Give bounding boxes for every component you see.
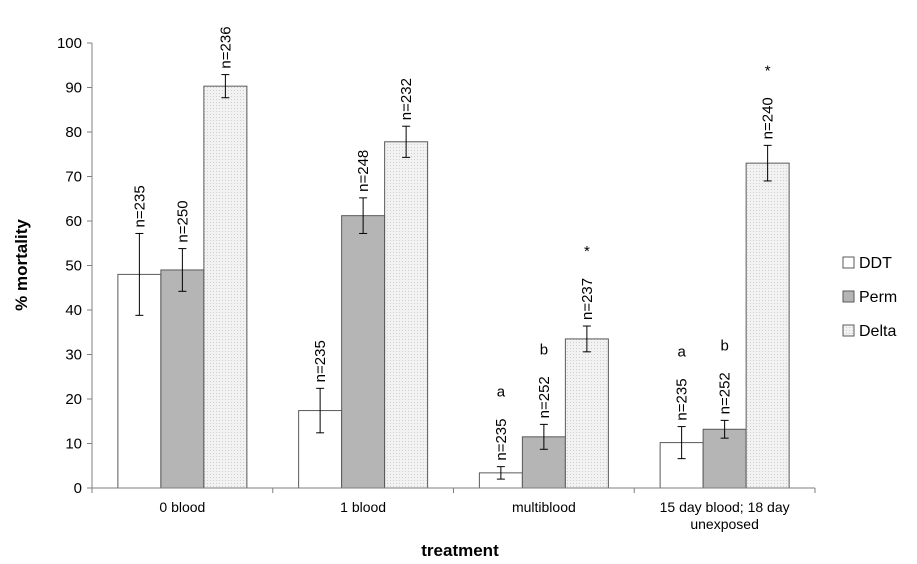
- y-tick-label: 20: [65, 391, 82, 408]
- legend-swatch-ddt: [842, 256, 855, 269]
- legend-label-perm: Perm: [859, 289, 897, 306]
- n-label: n=235: [674, 378, 691, 420]
- y-tick-label: 60: [65, 213, 82, 230]
- y-axis-title: % mortality: [12, 219, 31, 311]
- n-label: n=235: [131, 185, 148, 227]
- significance-label: *: [584, 243, 590, 260]
- n-label: n=250: [174, 200, 191, 242]
- x-category-label: 0 blood: [159, 499, 205, 515]
- bar-delta: [203, 85, 248, 489]
- n-label: n=252: [536, 376, 553, 418]
- y-tick-label: 100: [57, 35, 82, 52]
- bar-delta: [745, 162, 790, 489]
- significance-labels: a a b b * *: [497, 62, 771, 400]
- error-bars: [135, 74, 772, 480]
- y-tick-label: 50: [65, 258, 82, 275]
- significance-label: a: [497, 384, 506, 401]
- x-category-label: multiblood: [512, 499, 576, 515]
- significance-label: b: [720, 337, 728, 354]
- legend-label-ddt: DDT: [859, 255, 892, 272]
- significance-label: a: [677, 344, 686, 361]
- bar-perm: [341, 215, 386, 489]
- bar-delta: [384, 141, 429, 489]
- x-category-label: 1 blood: [340, 499, 386, 515]
- n-label: n=248: [355, 150, 372, 192]
- y-tick-label: 70: [65, 169, 82, 186]
- y-tick-label: 80: [65, 124, 82, 141]
- n-label: n=252: [717, 372, 734, 414]
- n-label: n=240: [760, 97, 777, 139]
- bars: [117, 85, 790, 489]
- n-labels: n=235 n=235 n=235 n=235 n=250 n=248 n=252 n=252…: [131, 26, 776, 460]
- y-tick-label: 90: [65, 80, 82, 97]
- y-tick-label: 30: [65, 347, 82, 364]
- bar-perm: [160, 269, 205, 489]
- x-axis: 0 blood 1 blood multiblood 15 day blood; 18…: [91, 487, 816, 532]
- n-label: n=237: [579, 278, 596, 320]
- x-axis-title: treatment: [421, 541, 499, 560]
- legend: DDT Perm Delta: [842, 255, 897, 340]
- y-tick-label: 40: [65, 302, 82, 319]
- y-tick-label: 0: [74, 480, 82, 497]
- n-label: n=235: [312, 340, 329, 382]
- y-tick-label: 10: [65, 436, 82, 453]
- n-label: n=235: [493, 418, 510, 460]
- significance-label: b: [540, 341, 548, 358]
- legend-swatch-delta: [842, 324, 855, 337]
- x-category-label: 15 day blood; 18 day unexposed: [660, 499, 790, 532]
- legend-label-delta: Delta: [859, 323, 896, 340]
- n-label: n=232: [398, 78, 415, 120]
- significance-label: *: [765, 62, 771, 79]
- y-axis: 0 10 20 30 40 50 60 70 80 90 100: [57, 35, 93, 497]
- bar-delta: [564, 338, 609, 489]
- n-label: n=236: [217, 26, 234, 68]
- legend-swatch-perm: [842, 290, 855, 303]
